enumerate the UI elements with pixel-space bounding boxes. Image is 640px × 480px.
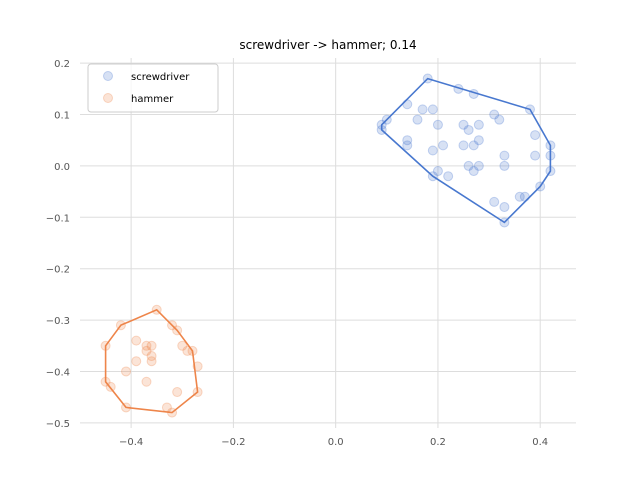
screwdriver-point bbox=[381, 114, 392, 125]
x-tick-label: 0.2 bbox=[430, 437, 446, 448]
chart-title: screwdriver -> hammer; 0.14 bbox=[239, 38, 416, 52]
screwdriver-point bbox=[443, 171, 454, 182]
y-tick-label: 0.2 bbox=[54, 59, 70, 70]
x-tick-label: 0.0 bbox=[328, 437, 344, 448]
legend-label-screwdriver: screwdriver bbox=[131, 72, 190, 83]
x-tick-label: −0.2 bbox=[221, 437, 245, 448]
legend: screwdriver hammer bbox=[87, 63, 219, 113]
screwdriver-point bbox=[463, 124, 474, 135]
hammer-point bbox=[172, 325, 183, 336]
x-tick-label: −0.4 bbox=[119, 437, 143, 448]
screwdriver-point bbox=[432, 119, 443, 130]
hammer-point bbox=[131, 356, 142, 367]
screwdriver-point bbox=[499, 150, 510, 161]
screwdriver-point bbox=[422, 73, 433, 84]
hammer-point bbox=[121, 402, 132, 413]
hammer-point bbox=[187, 345, 198, 356]
hammer-point bbox=[192, 361, 203, 372]
screwdriver-point bbox=[473, 160, 484, 171]
screwdriver-point bbox=[535, 181, 546, 192]
screwdriver-point bbox=[545, 140, 556, 151]
screwdriver-point bbox=[494, 114, 505, 125]
hammer-point bbox=[141, 345, 152, 356]
screwdriver-point bbox=[468, 88, 479, 99]
y-tick-label: −0.2 bbox=[46, 265, 70, 276]
axis-ticks: −0.4 −0.2 0.0 0.2 0.4 −0.5 −0.4 −0.3 −0.2 −0.1 0.0… bbox=[46, 59, 548, 448]
screwdriver-point bbox=[489, 196, 500, 207]
hammer-point bbox=[192, 387, 203, 398]
data-points bbox=[100, 73, 556, 418]
screwdriver-point bbox=[499, 202, 510, 213]
screwdriver-point bbox=[402, 135, 413, 146]
screwdriver-point bbox=[432, 166, 443, 177]
legend-marker-screwdriver bbox=[103, 71, 113, 81]
y-tick-label: −0.1 bbox=[46, 213, 70, 224]
screwdriver-point bbox=[376, 124, 387, 135]
screwdriver-point bbox=[473, 135, 484, 146]
hammer-point bbox=[172, 387, 183, 398]
screwdriver-point bbox=[412, 114, 423, 125]
hammer-point bbox=[167, 320, 178, 331]
hammer-point bbox=[141, 340, 152, 351]
hammer-point bbox=[131, 335, 142, 346]
hammer-point bbox=[146, 351, 157, 362]
hammer-hull bbox=[104, 308, 199, 414]
screwdriver-point bbox=[468, 166, 479, 177]
hammer-point bbox=[167, 407, 178, 418]
screwdriver-point bbox=[530, 150, 541, 161]
screwdriver-point bbox=[519, 191, 530, 202]
screwdriver-point bbox=[417, 104, 428, 115]
screwdriver-point bbox=[524, 104, 535, 115]
hammer-point bbox=[182, 345, 193, 356]
hammer-point bbox=[121, 366, 132, 377]
hammer-point bbox=[141, 376, 152, 387]
hammer-point bbox=[100, 376, 111, 387]
y-tick-label: −0.5 bbox=[46, 419, 70, 430]
screwdriver-point bbox=[458, 119, 469, 130]
screwdriver-point bbox=[427, 145, 438, 156]
screwdriver-point bbox=[499, 160, 510, 171]
screwdriver-point bbox=[545, 166, 556, 177]
screwdriver-point bbox=[514, 191, 525, 202]
y-tick-label: 0.1 bbox=[54, 111, 70, 122]
hammer-point bbox=[105, 381, 116, 392]
screwdriver-point bbox=[473, 119, 484, 130]
screwdriver-point bbox=[463, 160, 474, 171]
cluster-hulls bbox=[104, 77, 552, 414]
screwdriver-point bbox=[545, 150, 556, 161]
x-tick-label: 0.4 bbox=[532, 437, 548, 448]
y-tick-label: −0.3 bbox=[46, 316, 70, 327]
y-tick-label: 0.0 bbox=[54, 162, 70, 173]
legend-box bbox=[87, 63, 219, 113]
hammer-point bbox=[146, 356, 157, 367]
hammer-point bbox=[177, 340, 188, 351]
screwdriver-point bbox=[468, 140, 479, 151]
screwdriver-point bbox=[427, 171, 438, 182]
legend-marker-hammer bbox=[103, 93, 113, 103]
screwdriver-point bbox=[376, 119, 387, 130]
screwdriver-point bbox=[530, 130, 541, 141]
screwdriver-point bbox=[489, 109, 500, 120]
screwdriver-point bbox=[438, 140, 449, 151]
screwdriver-point bbox=[402, 99, 413, 110]
screwdriver-point bbox=[458, 140, 469, 151]
hammer-point bbox=[146, 340, 157, 351]
legend-label-hammer: hammer bbox=[131, 94, 174, 105]
screwdriver-hull bbox=[380, 77, 552, 224]
y-tick-label: −0.4 bbox=[46, 367, 70, 378]
hammer-point bbox=[151, 304, 162, 315]
grid-lines bbox=[80, 58, 576, 428]
hammer-point bbox=[115, 320, 126, 331]
screwdriver-point bbox=[402, 140, 413, 151]
screwdriver-point bbox=[499, 217, 510, 228]
hammer-point bbox=[161, 402, 172, 413]
screwdriver-point bbox=[453, 83, 464, 94]
screwdriver-point bbox=[427, 104, 438, 115]
hammer-point bbox=[100, 340, 111, 351]
